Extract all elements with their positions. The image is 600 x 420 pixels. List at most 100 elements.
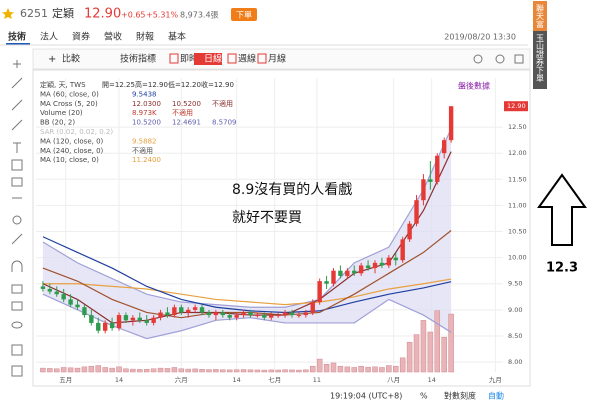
volume-bar (206, 369, 212, 373)
candle-body (172, 307, 177, 316)
volume-bar (254, 369, 261, 373)
y-tick-label: 8.50 (508, 332, 522, 340)
order-button[interactable] (231, 8, 257, 21)
status-percent[interactable]: % (420, 392, 428, 401)
legend-value: 12.0300 (132, 100, 161, 108)
order-button-label[interactable]: 下單 (236, 11, 252, 20)
volume-bar (303, 369, 309, 373)
x-tick-label: 14 (115, 376, 123, 384)
volume-bar (74, 367, 81, 373)
candle-body (338, 270, 343, 276)
legend-value: 高=12.90 (135, 80, 168, 89)
toolbar-item[interactable]: 日線 (204, 53, 222, 65)
side-tag-label[interactable]: 玉山證券下單 (536, 34, 545, 82)
icon (169, 53, 179, 64)
candle-body (234, 315, 239, 318)
icon (257, 53, 267, 64)
arrow-label: 12.3 (546, 261, 578, 276)
side-tag[interactable] (533, 31, 547, 89)
tab[interactable]: 法人 (40, 31, 58, 43)
icon (227, 53, 237, 64)
volume-bar (268, 369, 274, 373)
candle-body (102, 322, 108, 331)
candle-body (47, 288, 53, 292)
y-tick-label: 10.00 (508, 254, 527, 262)
annotation: 8.9沒有買的人看戲 (232, 181, 352, 198)
volume-bar (102, 367, 108, 373)
icon: + (48, 54, 56, 65)
volume-bar (330, 362, 337, 373)
candle-body (358, 265, 364, 274)
toolbar-item[interactable]: 月線 (268, 53, 286, 65)
volume-bar (81, 366, 88, 373)
volume-bar (344, 366, 351, 373)
status-log[interactable]: 對數刻度 (444, 391, 476, 401)
toolbar-item[interactable]: 即時 (180, 54, 198, 65)
icon[interactable] (473, 54, 483, 64)
volume-bar (441, 336, 447, 373)
candle-body (255, 315, 260, 317)
legend-name: 定穎, 天, TWS (40, 80, 86, 89)
x-tick-label: 六月 (175, 375, 188, 384)
volume-bar (358, 365, 364, 373)
legend-value: 9.5882 (132, 137, 157, 145)
candle-body (68, 299, 73, 305)
legend-value: 11.2400 (132, 156, 161, 164)
y-tick-label: 8.00 (508, 358, 522, 366)
volume-bar (247, 369, 254, 373)
volume-bar (289, 369, 295, 373)
active-item (194, 53, 222, 65)
toolbar-item[interactable]: 技術指標 (120, 53, 156, 65)
candle-body (262, 315, 267, 318)
legend-value: 開=12.25 (102, 81, 135, 89)
candle-body (421, 179, 426, 201)
legend-name: MA Cross (5, 20) (40, 100, 98, 108)
last-price-tag (504, 101, 528, 112)
legend-name: MA (240, close, 0) (40, 147, 104, 155)
tab[interactable]: 基本 (168, 31, 186, 43)
candle-body (54, 291, 59, 295)
tab[interactable]: 資券 (72, 31, 90, 43)
toolbar: + 比較 技術指標 即時 日線 週線 月線 (32, 48, 531, 70)
tab[interactable]: 財報 (136, 31, 154, 43)
side-tag[interactable] (533, 1, 547, 31)
x-tick-label: 14 (232, 376, 240, 384)
status-auto[interactable]: 自動 (488, 391, 504, 401)
icon[interactable] (495, 54, 505, 64)
plot: 8.00 8.50 9.00 9.50 10.00 10.50 11.00 11.50 12.0… (36, 78, 528, 384)
candle-body (96, 322, 101, 331)
stock-name: 定穎 (52, 6, 74, 20)
tab[interactable]: 技術 (8, 31, 26, 43)
volume-bar (185, 368, 191, 373)
candle-body (130, 317, 136, 321)
volume-bar (413, 334, 420, 373)
toolbar-item[interactable]: 比較 (62, 53, 80, 65)
x-tick-label: 七月 (268, 375, 281, 384)
candle-body (407, 223, 412, 240)
candle-body (186, 309, 191, 313)
candle-body (123, 315, 129, 321)
candle-body (289, 312, 295, 316)
candle-body (220, 312, 225, 316)
star-icon[interactable] (2, 8, 14, 19)
candle-body (158, 312, 163, 318)
candle-body (400, 239, 405, 261)
tool-column (11, 60, 23, 377)
candle-body (61, 294, 66, 300)
toolbar-item[interactable]: 週線 (238, 53, 256, 65)
side-tag-label[interactable]: 聯天富 (536, 3, 545, 29)
legend-name: MA (120, close, 0) (40, 137, 104, 145)
change: +0.65 (121, 11, 146, 20)
icon[interactable] (514, 54, 524, 64)
x-tick-label: 14 (428, 376, 436, 384)
after-hours[interactable]: 盤後數據 (458, 81, 490, 91)
volume-bar (316, 358, 323, 373)
status-time: 19:19:04 (UTC+8) (330, 392, 402, 401)
price: 12.90 (84, 7, 121, 22)
tab[interactable]: 營收 (104, 31, 122, 43)
candle-body (310, 302, 315, 313)
legend-value: 8.973K (132, 109, 157, 117)
volume-bar (164, 368, 171, 373)
x-tick-label: 八月 (387, 376, 400, 384)
